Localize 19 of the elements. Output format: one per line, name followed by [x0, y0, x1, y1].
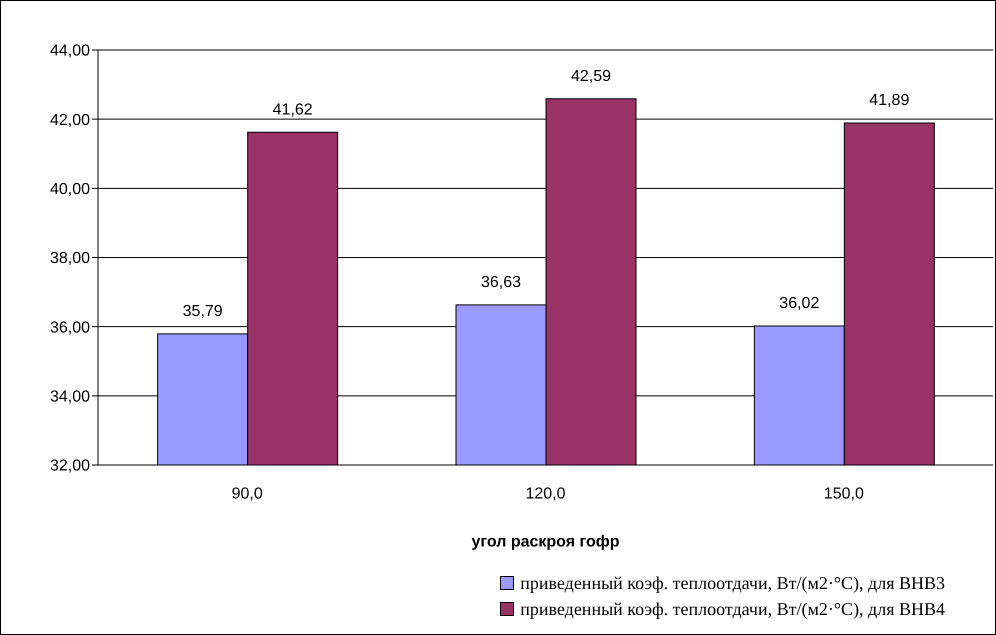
data-label: 36,02 [779, 294, 820, 312]
y-tick-label: 38,00 [50, 250, 90, 268]
legend-label: приведенный коэф. теплоотдачи, Вт/(м2·°С), для ВНВ3 [520, 572, 945, 594]
x-tick-label: 120,0 [525, 485, 566, 502]
data-label: 41,62 [272, 101, 313, 118]
y-tick-label: 36,00 [50, 319, 90, 336]
y-tick-label: 40,00 [50, 181, 90, 198]
data-label: 41,89 [869, 92, 910, 109]
data-label: 36,63 [480, 274, 522, 291]
y-tick-label: 44,00 [50, 42, 90, 60]
data-label: 42,59 [570, 68, 612, 85]
x-axis-title: угол раскроя гофр [471, 533, 620, 550]
y-tick-label: 42,00 [50, 112, 90, 129]
x-tick-label: 90,0 [232, 485, 263, 502]
y-tick-label: 32,00 [50, 458, 90, 475]
data-label: 35,79 [182, 302, 223, 320]
legend-label: приведенный коэф. теплоотдачи, Вт/(м2·°С), для ВНВ4 [520, 598, 945, 620]
y-tick-label: 34,00 [50, 388, 90, 406]
x-tick-label: 150,0 [824, 485, 864, 502]
